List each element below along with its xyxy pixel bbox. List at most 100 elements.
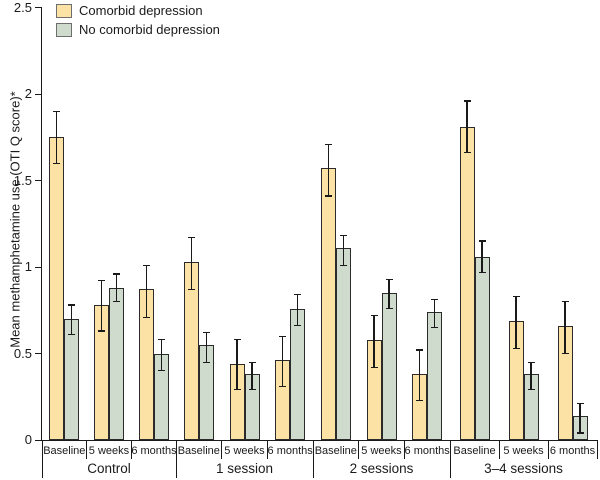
error-bar-line — [579, 403, 581, 434]
error-bar-cap — [187, 288, 195, 291]
error-bar-line — [515, 296, 517, 349]
error-bar-cap — [324, 143, 332, 145]
timepoint-label: Baseline — [43, 445, 86, 457]
error-bar-cap — [512, 295, 520, 297]
timepoint-label: Baseline — [177, 445, 220, 457]
y-tick-label: 2.5 — [13, 0, 32, 15]
error-bar-cap — [512, 347, 520, 349]
error-bar-line — [297, 294, 299, 326]
error-bar-cap — [463, 152, 471, 154]
error-bar-cap — [142, 316, 150, 318]
error-bar-cap — [248, 361, 256, 363]
timepoint-separator — [547, 441, 549, 459]
timepoint-label: 6 months — [131, 445, 177, 457]
y-tick-label: 1.5 — [13, 172, 32, 188]
timepoint-label: 6 months — [549, 445, 596, 457]
bar-no-comorbid — [109, 287, 124, 440]
bar-no-comorbid — [427, 311, 443, 440]
group-label: 2 sessions — [349, 461, 414, 476]
error-bar-cap — [324, 195, 332, 197]
error-bar-line — [419, 350, 421, 401]
timepoint-label: Baseline — [314, 445, 357, 457]
bar-comorbid — [320, 168, 336, 440]
error-bar-cap — [339, 235, 347, 237]
y-tick — [35, 93, 41, 95]
error-bar-cap — [478, 240, 486, 242]
error-bar-cap — [187, 236, 195, 239]
error-bar-cap — [561, 301, 569, 303]
error-bar-cap — [294, 325, 302, 327]
error-bar-line — [373, 315, 375, 368]
bar-no-comorbid — [381, 292, 397, 440]
timepoint-separator — [130, 441, 132, 459]
error-bar-line — [327, 144, 329, 197]
error-bar-cap — [98, 330, 105, 332]
error-bar-line — [190, 237, 192, 290]
timepoint-separator — [403, 441, 405, 459]
timepoint-label: 5 weeks — [224, 445, 265, 457]
group-separator — [596, 441, 598, 459]
error-bar-line — [251, 362, 253, 390]
error-bar-line — [466, 100, 468, 153]
group-label: 1 session — [215, 461, 274, 476]
error-bar-line — [236, 339, 238, 390]
bar-comorbid — [459, 126, 475, 440]
error-bar-cap — [416, 349, 424, 351]
timepoint-separator — [221, 441, 223, 459]
y-axis-line — [41, 7, 43, 441]
group-separator — [41, 441, 43, 478]
bar-comorbid — [49, 137, 65, 440]
error-bar-cap — [431, 299, 439, 301]
legend-label-comorbid: Comorbid depression — [79, 3, 203, 18]
error-bar-cap — [370, 314, 378, 317]
legend-swatch-no-comorbid-icon — [56, 23, 72, 37]
error-bar-cap — [157, 339, 165, 341]
timepoint-separator — [358, 441, 360, 459]
error-bar-cap — [527, 389, 535, 391]
bar-no-comorbid — [64, 318, 80, 440]
error-bar-cap — [576, 403, 584, 405]
timepoint-label: 6 months — [404, 445, 450, 457]
y-tick-label: 1 — [24, 259, 32, 274]
bar-no-comorbid — [335, 247, 351, 440]
error-bar-line — [115, 273, 118, 302]
timepoint-separator — [498, 441, 500, 459]
error-bar-cap — [248, 389, 256, 391]
legend: Comorbid depression No comorbid depressi… — [56, 2, 220, 40]
error-bar-line — [56, 111, 58, 164]
y-tick-label: 0 — [24, 432, 32, 447]
error-bar-cap — [113, 301, 120, 303]
legend-label-no-comorbid: No comorbid depression — [79, 22, 220, 37]
group-label: 3–4 sessions — [484, 461, 563, 476]
error-bar-cap — [68, 333, 76, 336]
timepoint-label: 6 months — [267, 445, 313, 457]
group-separator — [312, 441, 314, 478]
error-bar-cap — [279, 335, 287, 337]
error-bar-line — [388, 279, 390, 309]
group-separator — [175, 441, 177, 478]
error-bar-line — [100, 280, 103, 331]
error-bar-cap — [202, 361, 210, 363]
x-axis-line — [41, 440, 598, 442]
y-tick — [35, 353, 41, 355]
error-bar-cap — [279, 385, 287, 387]
y-tick — [35, 439, 41, 441]
error-bar-cap — [385, 307, 393, 310]
error-bar-cap — [339, 264, 347, 266]
timepoint-separator — [266, 441, 268, 459]
error-bar-cap — [233, 389, 241, 391]
error-bar-cap — [370, 366, 378, 368]
y-tick — [35, 266, 41, 268]
error-bar-line — [282, 336, 284, 387]
error-bar-cap — [576, 432, 584, 434]
error-bar-cap — [561, 352, 569, 355]
error-bar-line — [205, 332, 207, 363]
legend-swatch-comorbid-icon — [56, 4, 72, 18]
error-bar-line — [530, 362, 532, 390]
error-bar-cap — [527, 361, 535, 363]
group-separator — [449, 441, 451, 478]
error-bar-line — [564, 301, 566, 354]
error-bar-line — [160, 339, 162, 371]
error-bar-cap — [53, 162, 61, 164]
